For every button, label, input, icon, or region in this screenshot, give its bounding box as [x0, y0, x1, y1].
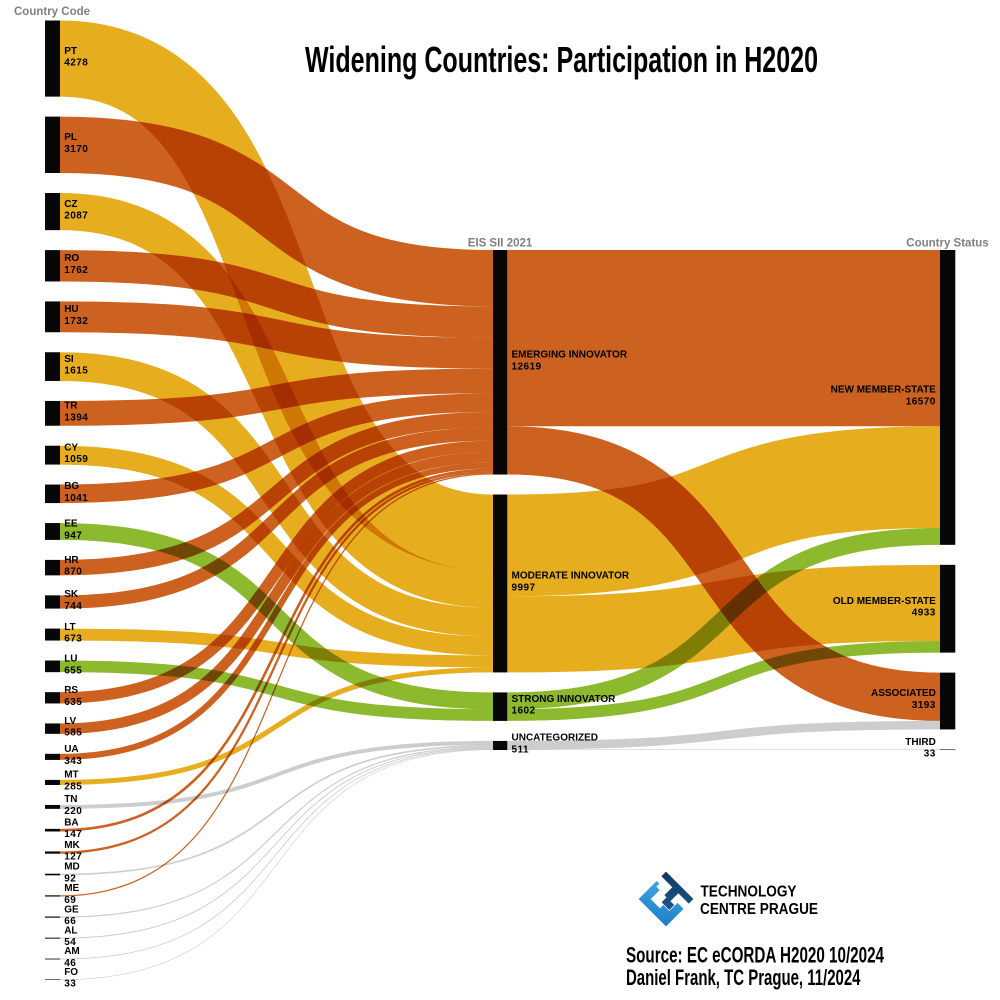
svg-text:SK: SK: [64, 589, 79, 600]
svg-text:HR: HR: [64, 555, 79, 566]
svg-text:Widening Countries: Participat: Widening Countries: Participation in H20…: [305, 39, 818, 80]
svg-text:54: 54: [64, 937, 76, 948]
svg-text:LT: LT: [64, 622, 75, 633]
svg-text:CZ: CZ: [64, 199, 77, 210]
svg-text:MD: MD: [64, 862, 80, 873]
svg-text:511: 511: [512, 745, 529, 756]
svg-text:33: 33: [64, 979, 76, 990]
svg-text:4278: 4278: [64, 58, 88, 69]
svg-text:TR: TR: [64, 401, 78, 412]
svg-text:RO: RO: [64, 253, 79, 264]
svg-text:GE: GE: [64, 904, 79, 915]
svg-text:LU: LU: [64, 654, 77, 665]
svg-text:ASSOCIATED: ASSOCIATED: [871, 688, 936, 699]
svg-text:MT: MT: [64, 770, 78, 781]
svg-text:744: 744: [64, 601, 82, 612]
svg-text:655: 655: [64, 665, 82, 676]
svg-text:635: 635: [64, 697, 82, 708]
svg-text:870: 870: [64, 567, 82, 578]
svg-text:3170: 3170: [64, 144, 88, 155]
svg-text:343: 343: [64, 756, 82, 767]
svg-text:MODERATE INNOVATOR: MODERATE INNOVATOR: [512, 571, 630, 582]
svg-text:585: 585: [64, 728, 82, 739]
svg-text:BG: BG: [64, 481, 79, 492]
svg-text:1602: 1602: [512, 706, 536, 717]
svg-text:147: 147: [64, 829, 82, 840]
svg-text:1615: 1615: [64, 366, 88, 377]
svg-text:673: 673: [64, 634, 82, 645]
svg-text:CY: CY: [64, 442, 78, 453]
svg-text:1762: 1762: [64, 265, 88, 276]
svg-text:THIRD: THIRD: [905, 737, 936, 748]
svg-text:ME: ME: [64, 883, 79, 894]
svg-text:33: 33: [924, 749, 936, 760]
svg-text:MK: MK: [64, 840, 80, 851]
svg-text:OLD MEMBER-STATE: OLD MEMBER-STATE: [833, 596, 936, 607]
svg-text:FO: FO: [64, 967, 78, 978]
svg-text:TN: TN: [64, 794, 77, 805]
svg-text:CENTRE PRAGUE: CENTRE PRAGUE: [700, 901, 818, 918]
svg-text:TECHNOLOGY: TECHNOLOGY: [701, 883, 797, 900]
svg-text:3193: 3193: [912, 700, 936, 711]
svg-text:Country Status: Country Status: [906, 237, 988, 249]
svg-text:Daniel Frank, TC Prague, 11/20: Daniel Frank, TC Prague, 11/2024: [626, 965, 861, 990]
svg-text:LV: LV: [64, 716, 76, 727]
svg-text:UA: UA: [64, 744, 78, 755]
svg-text:AL: AL: [64, 925, 77, 936]
svg-text:AM: AM: [64, 946, 80, 957]
svg-text:Source: EC eCORDA H2020 10/202: Source: EC eCORDA H2020 10/2024: [626, 943, 885, 968]
svg-text:BA: BA: [64, 817, 78, 828]
svg-text:EE: EE: [64, 519, 78, 530]
svg-text:EMERGING INNOVATOR: EMERGING INNOVATOR: [512, 350, 628, 361]
svg-text:2087: 2087: [64, 211, 88, 222]
svg-text:285: 285: [64, 781, 82, 792]
svg-text:PL: PL: [64, 132, 77, 143]
svg-text:16570: 16570: [906, 396, 936, 407]
svg-text:12619: 12619: [512, 361, 542, 372]
svg-text:947: 947: [64, 531, 82, 542]
svg-text:Country Code: Country Code: [14, 6, 90, 18]
svg-text:220: 220: [64, 806, 82, 817]
svg-text:1732: 1732: [64, 316, 88, 327]
svg-text:NEW MEMBER-STATE: NEW MEMBER-STATE: [831, 385, 937, 396]
svg-text:4933: 4933: [912, 608, 936, 619]
svg-text:HU: HU: [64, 304, 78, 315]
svg-text:9997: 9997: [512, 583, 536, 594]
svg-text:69: 69: [64, 895, 76, 906]
svg-text:UNCATEGORIZED: UNCATEGORIZED: [512, 733, 598, 744]
svg-text:92: 92: [64, 874, 76, 885]
svg-text:1394: 1394: [64, 412, 88, 423]
svg-text:STRONG INNOVATOR: STRONG INNOVATOR: [512, 694, 617, 705]
svg-text:66: 66: [64, 916, 76, 927]
svg-text:127: 127: [64, 852, 82, 863]
svg-text:PT: PT: [64, 46, 77, 57]
svg-text:46: 46: [64, 958, 76, 969]
svg-text:RS: RS: [64, 685, 78, 696]
svg-text:EIS SII 2021: EIS SII 2021: [468, 237, 533, 249]
svg-text:1041: 1041: [64, 493, 88, 504]
svg-text:1059: 1059: [64, 454, 88, 465]
svg-text:SI: SI: [64, 354, 74, 365]
